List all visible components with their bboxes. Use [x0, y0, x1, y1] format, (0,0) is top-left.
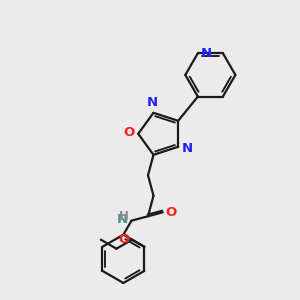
Text: O: O [118, 232, 129, 246]
Text: O: O [123, 125, 135, 139]
Text: H: H [118, 210, 128, 223]
Text: N: N [182, 142, 193, 155]
Text: N: N [201, 47, 212, 60]
Text: N: N [147, 96, 158, 109]
Text: O: O [165, 206, 177, 219]
Text: N: N [117, 213, 128, 226]
